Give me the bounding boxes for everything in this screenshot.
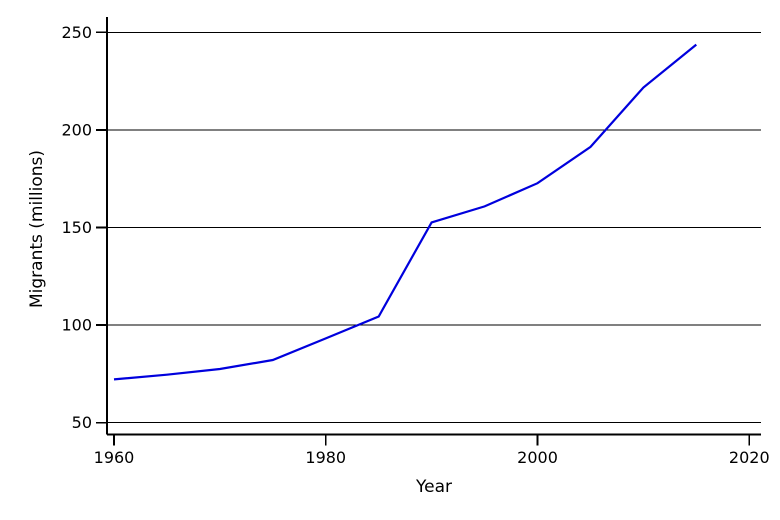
y-tick-label: 150: [61, 218, 92, 237]
y-tick-label: 250: [61, 23, 92, 42]
x-tick-label: 2020: [729, 448, 770, 467]
y-tick-label: 100: [61, 316, 92, 335]
x-axis-title: Year: [415, 477, 452, 497]
y-axis-title: Migrants (millions): [27, 150, 47, 308]
gridlines: [107, 31, 761, 424]
x-tick-label: 1960: [94, 448, 135, 467]
y-tick-label: 50: [72, 413, 92, 432]
x-tick-label: 2000: [517, 448, 558, 467]
y-tick-label: 200: [61, 120, 92, 139]
tick-labels: 1960 1980 2000 2020 50 100 150 200 250: [61, 23, 769, 467]
series-line: [113, 43, 697, 381]
axes: [106, 17, 761, 436]
x-tick-label: 1980: [305, 448, 346, 467]
tick-marks: [96, 31, 751, 446]
